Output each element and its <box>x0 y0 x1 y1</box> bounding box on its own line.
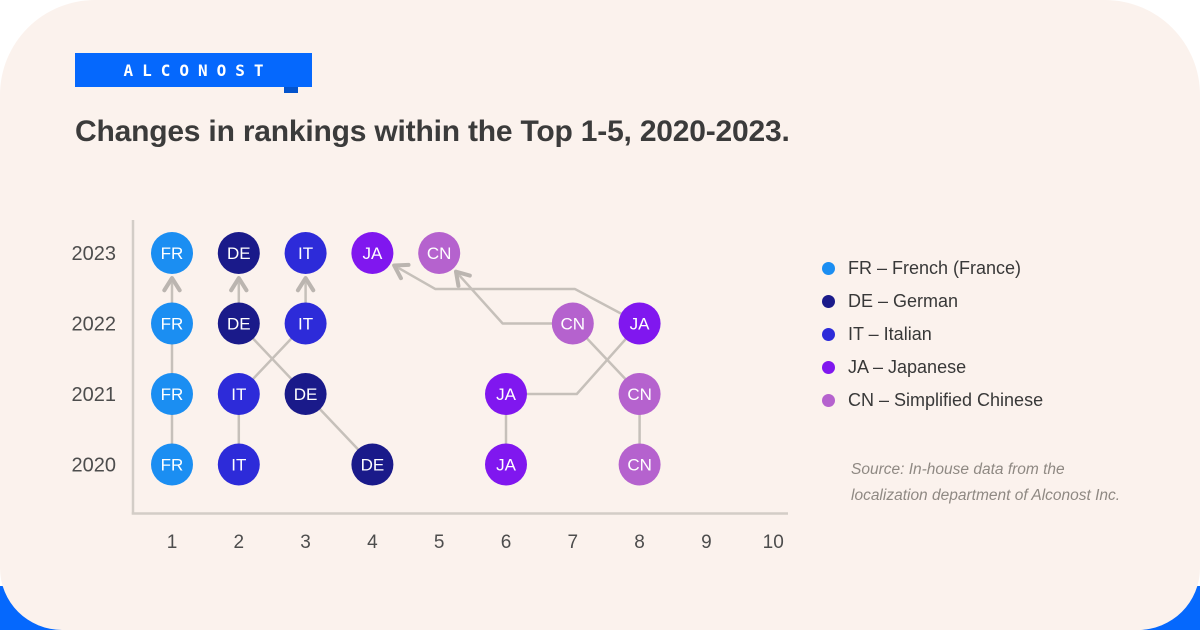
legend-item-it: IT – Italian <box>822 318 1043 351</box>
chart-edge-JA <box>392 262 641 465</box>
legend-label-de: DE – German <box>848 291 959 311</box>
alconost-logo: ALCONOST <box>75 53 312 93</box>
legend-label-cn: CN – Simplified Chinese <box>848 390 1044 410</box>
chart-node-FR-2022: FR <box>151 302 193 345</box>
svg-text:DE: DE <box>361 456 385 475</box>
chart-node-DE-2023: DE <box>217 232 260 274</box>
y-tick-label: 2021 <box>72 384 117 406</box>
legend-label-ja: JA – Japanese <box>848 357 967 377</box>
svg-text:JA: JA <box>496 385 517 404</box>
x-tick-label: 6 <box>501 532 512 553</box>
legend-label-fr: FR – French (France) <box>848 258 1022 278</box>
alconost-logo-step-icon <box>284 87 298 93</box>
svg-text:IT: IT <box>231 385 246 404</box>
legend-dot-ja-icon <box>822 361 835 374</box>
source-note-line1: Source: In-house data from the <box>851 461 1065 478</box>
chart-edge-CN <box>453 269 641 465</box>
svg-text:JA: JA <box>496 456 517 475</box>
x-tick-label: 10 <box>763 532 784 553</box>
source-note-line2: localization department of Alconost Inc. <box>851 486 1121 504</box>
chart-node-FR-2021: FR <box>151 373 193 415</box>
legend-dot-de-icon <box>822 295 835 308</box>
svg-text:FR: FR <box>161 244 184 263</box>
svg-text:IT: IT <box>298 315 313 334</box>
x-tick-label: 9 <box>701 532 712 553</box>
svg-text:FR: FR <box>161 456 184 475</box>
x-tick-label: 5 <box>434 532 445 553</box>
svg-text:FR: FR <box>161 315 184 334</box>
legend-item-fr: FR – French (France) <box>822 252 1043 285</box>
x-tick-label: 7 <box>568 532 579 553</box>
chart-node-FR-2020: FR <box>151 443 193 486</box>
chart-node-JA-2022: JA <box>618 302 661 345</box>
svg-text:JA: JA <box>362 244 383 263</box>
x-tick-label: 2 <box>234 532 245 553</box>
chart-node-CN-2021: CN <box>618 373 661 415</box>
legend-item-de: DE – German <box>822 285 1043 318</box>
legend-dot-fr-icon <box>822 262 835 275</box>
chart-node-JA-2020: JA <box>485 443 527 486</box>
chart-node-IT-2023: IT <box>284 232 327 274</box>
svg-text:DE: DE <box>294 385 318 404</box>
x-tick-label: 3 <box>300 532 311 553</box>
svg-text:CN: CN <box>627 456 652 475</box>
chart-node-DE-2021: DE <box>284 373 327 415</box>
legend-label-it: IT – Italian <box>848 324 932 344</box>
source-note: Source: In-house data from the localizat… <box>851 457 1151 508</box>
svg-text:DE: DE <box>227 315 251 334</box>
svg-text:CN: CN <box>627 385 652 404</box>
chart-node-DE-2020: DE <box>351 443 394 486</box>
chart-node-JA-2023: JA <box>351 232 394 274</box>
y-tick-label: 2020 <box>72 455 117 477</box>
svg-text:IT: IT <box>231 456 246 475</box>
chart-edge-IT <box>237 276 316 465</box>
svg-text:DE: DE <box>227 244 251 263</box>
svg-text:IT: IT <box>298 244 313 263</box>
legend-dot-cn-icon <box>822 394 835 407</box>
legend-dot-it-icon <box>822 328 835 341</box>
chart-node-JA-2021: JA <box>485 373 527 415</box>
x-tick-label: 4 <box>367 532 378 553</box>
svg-text:CN: CN <box>561 315 586 334</box>
x-tick-label: 1 <box>167 532 178 553</box>
page-title: Changes in rankings within the Top 1-5, … <box>75 115 790 148</box>
chart-node-IT-2021: IT <box>217 373 260 415</box>
x-tick-label: 8 <box>634 532 645 553</box>
chart-node-DE-2022: DE <box>217 302 260 345</box>
svg-text:JA: JA <box>630 315 651 334</box>
y-tick-label: 2023 <box>72 243 117 265</box>
chart-node-CN-2023: CN <box>418 232 461 274</box>
chart-node-CN-2022: CN <box>551 302 594 345</box>
chart-node-IT-2020: IT <box>217 443 260 486</box>
svg-text:FR: FR <box>161 385 184 404</box>
chart-node-FR-2023: FR <box>151 232 193 274</box>
y-tick-label: 2022 <box>72 314 117 336</box>
alconost-logo-text: ALCONOST <box>123 60 273 80</box>
chart-node-IT-2022: IT <box>284 302 327 345</box>
chart-node-CN-2020: CN <box>618 443 661 486</box>
legend-item-cn: CN – Simplified Chinese <box>822 384 1043 417</box>
svg-text:CN: CN <box>427 244 452 263</box>
chart-legend: FR – French (France) DE – German IT – It… <box>822 252 1043 417</box>
legend-item-ja: JA – Japanese <box>822 351 1043 384</box>
